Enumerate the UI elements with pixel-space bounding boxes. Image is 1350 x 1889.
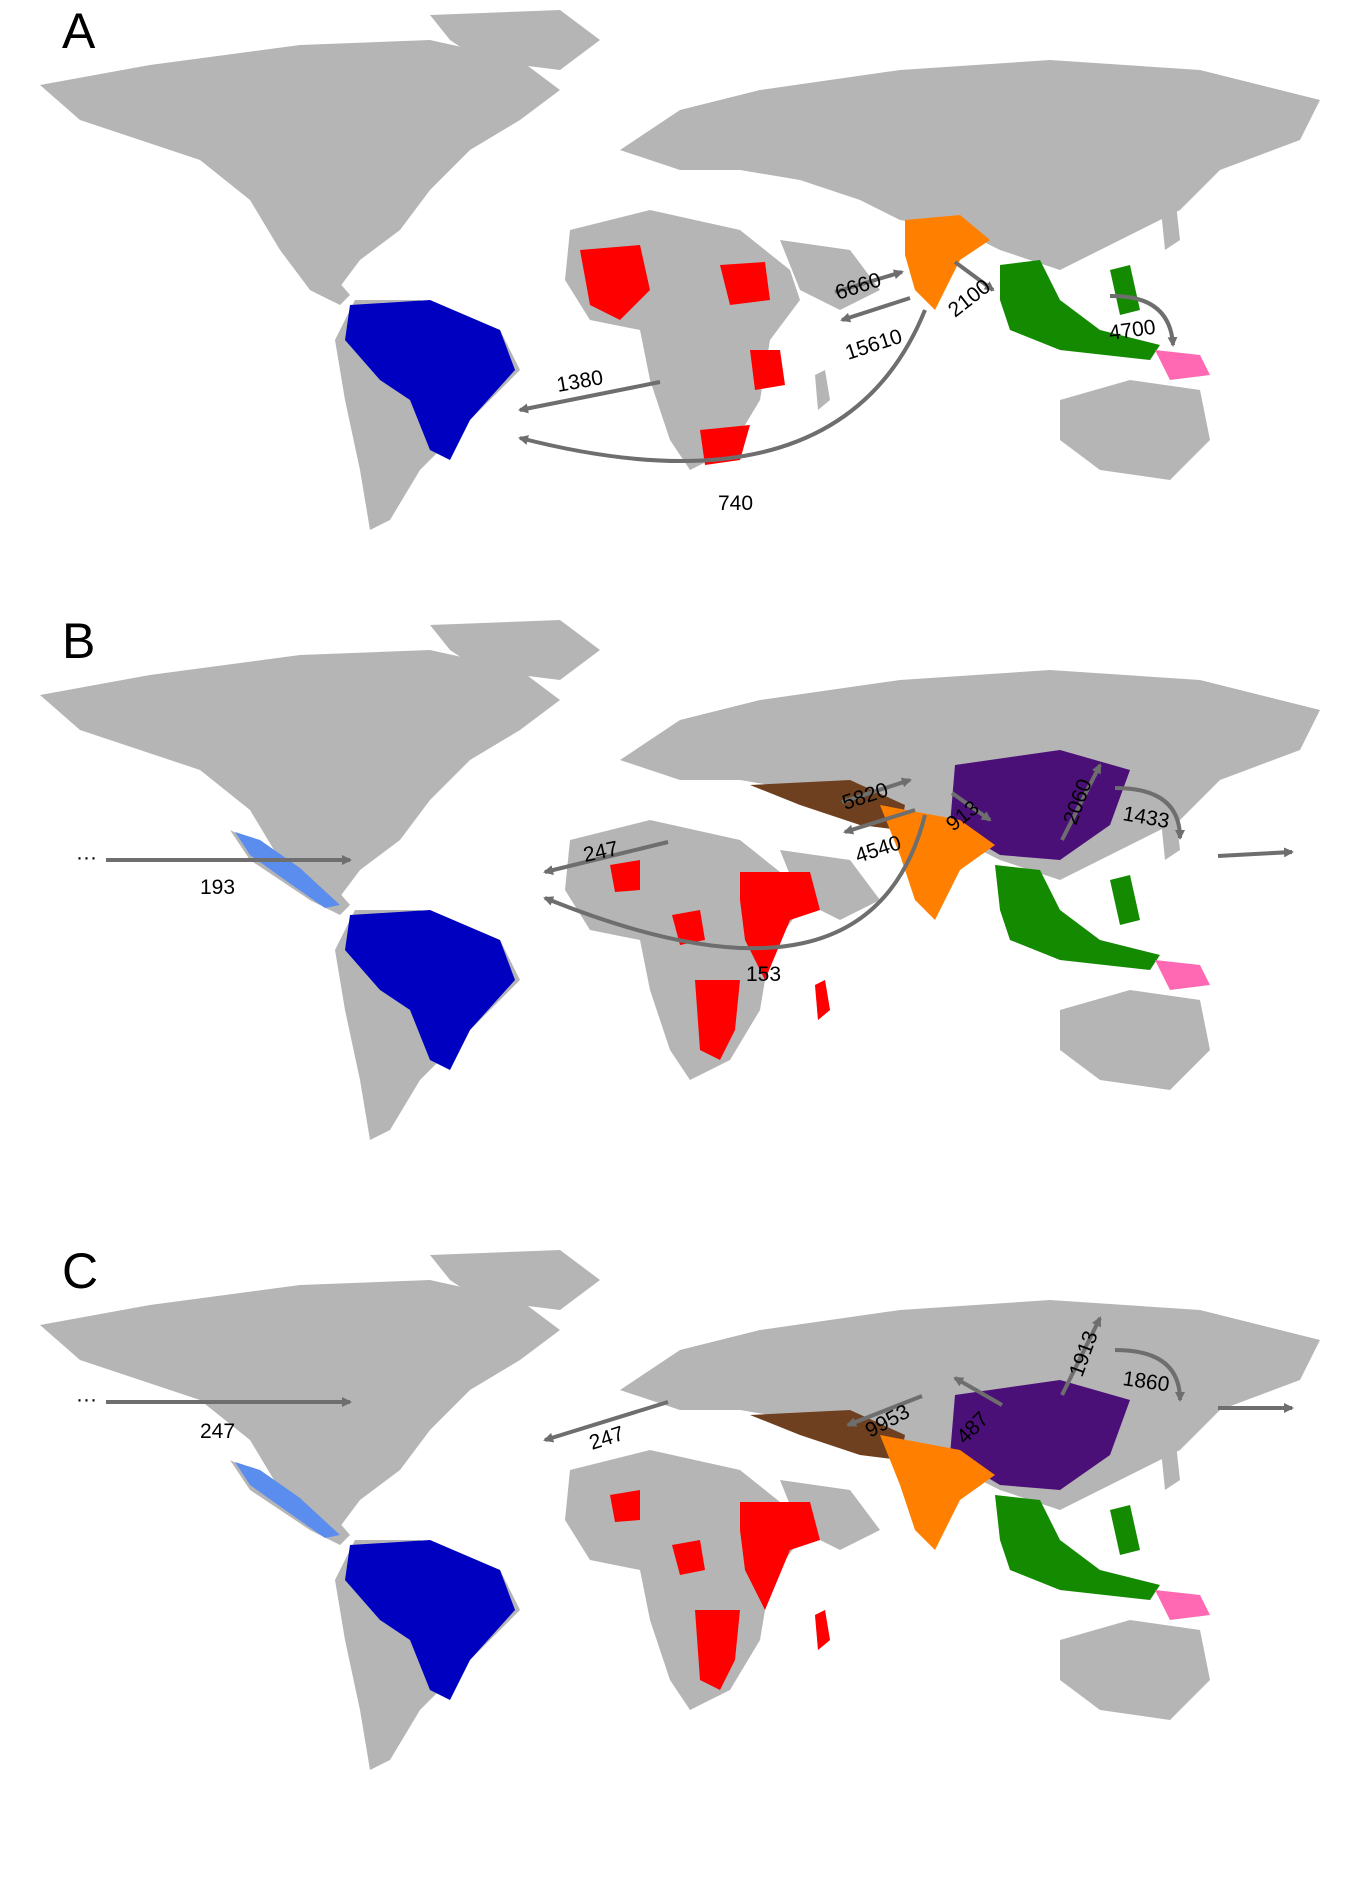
region-highlights (235, 1380, 1210, 1700)
region-sudan (720, 262, 770, 305)
region-new-guinea (1155, 350, 1210, 380)
region-central-asia (750, 1410, 905, 1460)
region-angola (695, 1610, 740, 1690)
flow-arrows (106, 763, 1294, 951)
australia (1060, 1620, 1210, 1720)
greenland (430, 10, 600, 70)
region-angola (695, 980, 740, 1060)
region-new-guinea (1155, 960, 1210, 990)
panel-letter: C (62, 1243, 99, 1299)
ellipsis-mark: ··· (76, 846, 97, 869)
flow-label: 193 (200, 876, 235, 899)
madagascar (815, 370, 830, 410)
region-east-africa (750, 350, 785, 390)
region-mexico (235, 1462, 340, 1538)
region-sudan-ethiopia (740, 1502, 820, 1610)
panel-letter: A (62, 3, 96, 59)
panel-c: C (0, 1240, 1350, 1840)
region-philippines (1110, 1505, 1140, 1555)
region-nigeria (672, 910, 705, 945)
region-india (880, 805, 995, 920)
japan (1160, 195, 1180, 250)
region-brazil (345, 1540, 515, 1700)
world-map-b: 5820 4540 913 2060 1433 247 193 153 ··· (40, 620, 1320, 1140)
flow-label: 15610 (842, 325, 905, 365)
flow-arrows (518, 260, 1178, 463)
greenland (430, 1250, 600, 1310)
panel-b: B (0, 610, 1350, 1210)
world-map-a: 6660 15610 2100 4700 1380 740 (40, 10, 1320, 530)
region-madagascar (815, 980, 830, 1020)
region-brazil (345, 300, 515, 460)
north-america (40, 1280, 560, 1540)
panel-letter: B (62, 613, 96, 669)
flow-label: 2100 (944, 275, 995, 322)
north-america (40, 40, 560, 300)
japan (1160, 1435, 1180, 1490)
greenland (430, 620, 600, 680)
region-southeast-asia (995, 865, 1160, 970)
arabia (780, 240, 880, 310)
flow-label: 4700 (1107, 316, 1156, 345)
flow-arrows (106, 1316, 1294, 1443)
eurasia (620, 60, 1320, 270)
flow-label: 1380 (555, 366, 605, 397)
region-west-africa (580, 245, 650, 320)
region-china (950, 1380, 1130, 1490)
ellipsis-mark: ··· (76, 1388, 97, 1411)
region-southeast-asia (1000, 260, 1160, 360)
australia (1060, 380, 1210, 480)
flow-label: 247 (200, 1420, 235, 1443)
region-philippines (1110, 875, 1140, 925)
region-mexico (235, 832, 340, 908)
world-map-c: 9953 487 1913 1860 247 247 ··· (40, 1250, 1320, 1770)
region-brazil (345, 910, 515, 1070)
australia (1060, 990, 1210, 1090)
region-india (880, 1435, 995, 1550)
region-southeast-asia (995, 1495, 1160, 1600)
region-sudan-ethiopia (740, 872, 820, 980)
flow-label: 740 (718, 492, 753, 515)
region-west-africa-1 (610, 860, 640, 892)
flow-label: 4540 (852, 831, 904, 867)
region-highlights (345, 215, 1210, 465)
region-india (905, 215, 990, 310)
region-new-guinea (1155, 1590, 1210, 1620)
north-america (40, 650, 560, 910)
region-philippines (1110, 265, 1140, 315)
region-nigeria (672, 1540, 705, 1575)
central-america (290, 250, 350, 305)
region-west-africa-1 (610, 1490, 640, 1522)
region-china (950, 750, 1130, 860)
flow-label: 153 (746, 963, 781, 986)
region-madagascar (815, 1610, 830, 1650)
panel-a: A (0, 0, 1350, 600)
